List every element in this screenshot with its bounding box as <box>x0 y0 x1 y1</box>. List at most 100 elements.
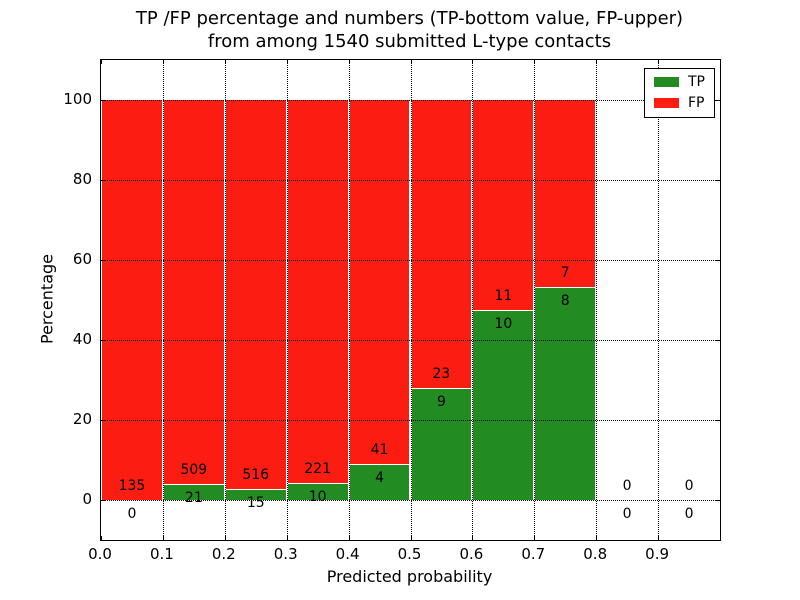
bar-count-fp: 0 <box>622 478 632 494</box>
x-tick-mark-bottom <box>348 536 350 540</box>
bar-count-tp: 0 <box>622 506 632 522</box>
x-tick-mark-bottom <box>658 536 660 540</box>
x-tick-mark-bottom <box>162 536 164 540</box>
y-tick-label: 0 <box>82 490 92 508</box>
y-tick-mark-left <box>101 500 105 501</box>
x-tick-mark-top <box>534 60 536 64</box>
bar-segment-tp <box>410 387 473 500</box>
y-tick-mark-right <box>716 500 720 501</box>
y-tick-mark-right <box>716 340 720 341</box>
x-tick-mark-bottom <box>410 536 412 540</box>
bar-count-fp: 135 <box>118 478 146 494</box>
legend-label-fp: FP <box>688 95 705 111</box>
x-axis-label: Predicted probability <box>326 567 493 586</box>
bar-count-tp: 0 <box>684 506 694 522</box>
x-tick-label: 0.9 <box>645 545 670 563</box>
v-gridline <box>658 60 660 540</box>
x-tick-mark-bottom <box>286 536 288 540</box>
x-tick-mark-top <box>162 60 164 64</box>
x-tick-label: 0.7 <box>521 545 546 563</box>
v-gridline <box>286 60 288 540</box>
bar-segment-fp <box>534 100 597 287</box>
bar-count-fp: 221 <box>304 460 332 477</box>
x-tick-label: 0.8 <box>583 545 608 563</box>
x-tick-mark-bottom <box>534 536 536 540</box>
x-tick-mark-top <box>410 60 412 64</box>
bar-segment-fp <box>101 100 163 500</box>
chart-title: TP /FP percentage and numbers (TP-bottom… <box>100 7 719 53</box>
bar-count-tp: 4 <box>375 470 385 487</box>
bar-count-fp: 0 <box>684 478 694 494</box>
bar-count-fp: 7 <box>560 264 570 281</box>
x-tick-label: 0.6 <box>459 545 484 563</box>
x-tick-mark-top <box>101 60 102 64</box>
y-tick-mark-right <box>716 420 720 421</box>
x-tick-label: 0.4 <box>335 545 360 563</box>
y-tick-mark-right <box>716 260 720 261</box>
y-tick-mark-left <box>101 180 105 181</box>
bar-count-tp: 9 <box>436 393 446 410</box>
bar-segment-fp <box>286 100 349 483</box>
y-tick-label: 100 <box>63 90 92 108</box>
v-gridline <box>410 60 412 540</box>
y-tick-label: 40 <box>72 330 92 348</box>
x-tick-mark-top <box>658 60 660 64</box>
y-tick-mark-right <box>716 100 720 101</box>
x-tick-label: 0.2 <box>211 545 236 563</box>
legend-swatch-fp-icon <box>654 98 679 108</box>
v-gridline <box>348 60 350 540</box>
bar-segment-fp <box>410 100 473 388</box>
x-tick-mark-top <box>472 60 474 64</box>
x-tick-mark-top <box>348 60 350 64</box>
bar-count-tp: 10 <box>308 488 327 505</box>
v-gridline <box>224 60 226 540</box>
x-tick-mark-bottom <box>596 536 598 540</box>
bar-count-tp: 0 <box>127 506 137 522</box>
x-tick-mark-bottom <box>101 536 102 540</box>
bar-count-fp: 516 <box>242 466 270 483</box>
y-tick-mark-right <box>716 180 720 181</box>
y-tick-mark-left <box>101 340 105 341</box>
bar-count-fp: 23 <box>432 365 451 382</box>
v-gridline <box>472 60 474 540</box>
bar-segment-fp <box>472 100 535 310</box>
bar-segment-fp <box>162 100 225 485</box>
x-tick-mark-bottom <box>472 536 474 540</box>
v-gridline <box>596 60 598 540</box>
legend-item-fp: FP <box>654 96 705 110</box>
v-gridline <box>534 60 536 540</box>
bar-count-fp: 11 <box>494 287 513 304</box>
y-tick-mark-left <box>101 260 105 261</box>
y-tick-mark-left <box>101 100 105 101</box>
x-tick-mark-top <box>224 60 226 64</box>
x-tick-mark-top <box>596 60 598 64</box>
x-tick-label: 0.0 <box>88 545 112 563</box>
chart-title-line2: from among 1540 submitted L-type contact… <box>207 31 612 52</box>
legend-label-tp: TP <box>688 74 705 90</box>
bar-count-fp: 41 <box>370 442 389 459</box>
chart-title-line1: TP /FP percentage and numbers (TP-bottom… <box>135 8 684 29</box>
plot-area: 135 0 509 21 516 15 221 10 41 4 23 9 11 10 7 8 0 0 0 0 TP F… <box>100 59 721 541</box>
bar-segment-fp <box>224 100 287 489</box>
x-tick-label: 0.3 <box>273 545 298 563</box>
x-tick-label: 0.1 <box>149 545 174 563</box>
bar-segment-fp <box>348 100 411 465</box>
y-tick-label: 20 <box>72 410 92 428</box>
x-tick-mark-bottom <box>224 536 226 540</box>
bar-count-tp: 8 <box>560 292 570 309</box>
x-tick-label: 0.5 <box>397 545 422 563</box>
legend-item-tp: TP <box>654 75 705 89</box>
bar-count-fp: 509 <box>180 462 208 479</box>
bar-count-tp: 10 <box>494 315 513 332</box>
legend-swatch-tp-icon <box>654 77 679 87</box>
bar-segment-tp <box>348 464 411 500</box>
bar-count-tp: 15 <box>246 494 265 511</box>
bar-count-tp: 21 <box>184 490 203 507</box>
y-tick-label: 60 <box>72 250 92 268</box>
bar-segment-tp <box>472 309 535 500</box>
v-gridline <box>162 60 164 540</box>
y-tick-mark-left <box>101 420 105 421</box>
bar-segment-tp <box>534 286 597 500</box>
x-tick-mark-top <box>286 60 288 64</box>
